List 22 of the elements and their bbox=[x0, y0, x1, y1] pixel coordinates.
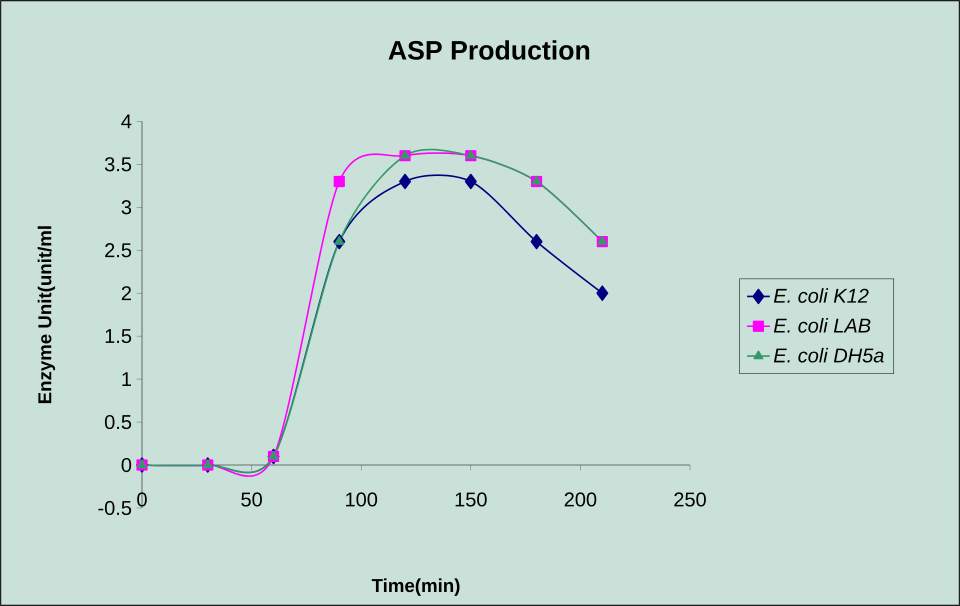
y-tick-label: 0.5 bbox=[104, 414, 132, 430]
y-axis-title: Enzyme Unit(unit/ml bbox=[38, 226, 56, 404]
x-tick-label: 250 bbox=[674, 492, 706, 507]
x-tick-label: 50 bbox=[241, 492, 262, 507]
legend-label: E. coli LAB bbox=[774, 318, 870, 333]
x-axis-title: Time(min) bbox=[372, 578, 460, 596]
y-tick-label: 3.5 bbox=[104, 157, 132, 172]
x-tick-label: 100 bbox=[346, 492, 378, 507]
legend-label: E. coli K12 bbox=[774, 288, 869, 303]
x-tick-label: 200 bbox=[564, 492, 596, 507]
y-tick-label: 3 bbox=[122, 200, 132, 214]
y-tick-label: 4 bbox=[121, 114, 132, 128]
chart-title: ASP Production bbox=[388, 40, 590, 60]
x-tick-label: 150 bbox=[456, 492, 487, 507]
y-tick-label: 1.5 bbox=[106, 329, 132, 344]
legend-label: E. coli DH5a bbox=[774, 348, 884, 363]
x-tick-label: 0 bbox=[137, 492, 147, 507]
y-tick-label: 2.5 bbox=[105, 243, 132, 258]
y-tick-label: 1 bbox=[122, 372, 131, 386]
y-tick-label: 2 bbox=[122, 286, 131, 300]
y-tick-label: 0 bbox=[122, 458, 132, 472]
y-tick-label: -0.5 bbox=[98, 500, 132, 516]
